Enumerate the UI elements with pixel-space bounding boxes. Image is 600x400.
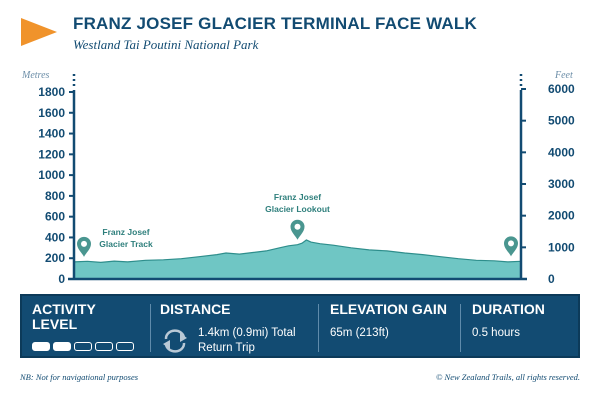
left-tick-label: 800	[45, 189, 65, 203]
elevation-profile-area	[74, 240, 521, 279]
location-pin-icon	[504, 236, 518, 257]
activity-level-segment	[74, 342, 92, 351]
duration-value: 0.5 hours	[472, 327, 520, 339]
left-tick-label: 1200	[38, 147, 65, 161]
trail-info-panel: ACTIVITY LEVEL DISTANCE 1.4km (0.9mi) To…	[20, 294, 580, 358]
duration-section: DURATION	[472, 302, 545, 317]
activity-level-meter	[32, 342, 134, 351]
annotation-label: Glacier Track	[99, 239, 153, 249]
right-tick-label: 4000	[548, 145, 575, 159]
distance-section: DISTANCE	[160, 302, 231, 317]
left-tick-label: 200	[45, 251, 65, 265]
right-tick-label: 1000	[548, 240, 575, 254]
right-axis-label: Feet	[554, 70, 573, 81]
right-tick-label: 0	[548, 272, 555, 286]
return-trip-icon	[163, 329, 187, 353]
left-tick-label: 1400	[38, 127, 65, 141]
annotation-label: Glacier Lookout	[265, 204, 330, 214]
distance-line1: 1.4km (0.9mi) Total	[198, 327, 296, 339]
duration-value-wrap: 0.5 hours	[472, 326, 520, 341]
activity-level-segment	[116, 342, 134, 351]
distance-line2: Return Trip	[198, 342, 255, 354]
left-tick-label: 400	[45, 230, 65, 244]
left-tick-label: 600	[45, 210, 65, 224]
page-subtitle: Westland Tai Poutini National Park	[73, 37, 259, 52]
left-tick-label: 0	[58, 272, 65, 286]
distance-value: 1.4km (0.9mi) Total Return Trip	[198, 326, 296, 356]
duration-title: DURATION	[472, 301, 545, 317]
elevation-value-wrap: 65m (213ft)	[330, 326, 389, 341]
elevation-value: 65m (213ft)	[330, 327, 389, 339]
activity-level-segment	[95, 342, 113, 351]
activity-level-section: ACTIVITY LEVEL	[32, 302, 96, 332]
location-pin-icon	[290, 219, 305, 240]
trail-logo-icon	[21, 18, 57, 46]
footer-copyright: © New Zealand Trails, all rights reserve…	[435, 372, 580, 382]
page-title: FRANZ JOSEF GLACIER TERMINAL FACE WALK	[73, 14, 477, 33]
elevation-profile-line	[73, 239, 522, 264]
right-tick-label: 2000	[548, 209, 575, 223]
left-tick-label: 1000	[38, 168, 65, 182]
left-tick-label: 1600	[38, 106, 65, 120]
left-tick-label: 1800	[38, 85, 65, 99]
right-tick-label: 5000	[548, 114, 575, 128]
elevation-title: ELEVATION GAIN	[330, 301, 447, 317]
left-axis-label: Metres	[21, 70, 50, 81]
elevation-chart: Metres Feet 0 200 400 600 800 1000 1200 1400 160…	[21, 70, 575, 286]
activity-level-segment	[32, 342, 50, 351]
location-pin-icon	[77, 236, 91, 257]
footer-note: NB: Not for navigational purposes	[20, 372, 139, 382]
activity-title-line2: LEVEL	[32, 316, 78, 332]
right-tick-label: 6000	[548, 82, 575, 96]
divider	[460, 304, 461, 352]
annotation-label: Franz Josef	[102, 227, 149, 237]
activity-level-segment	[53, 342, 71, 351]
elevation-section: ELEVATION GAIN	[330, 302, 447, 317]
right-tick-label: 3000	[548, 177, 575, 191]
activity-title-line1: ACTIVITY	[32, 301, 96, 317]
divider	[150, 304, 151, 352]
divider	[318, 304, 319, 352]
annotation-label: Franz Josef	[274, 192, 321, 202]
distance-title: DISTANCE	[160, 301, 231, 317]
